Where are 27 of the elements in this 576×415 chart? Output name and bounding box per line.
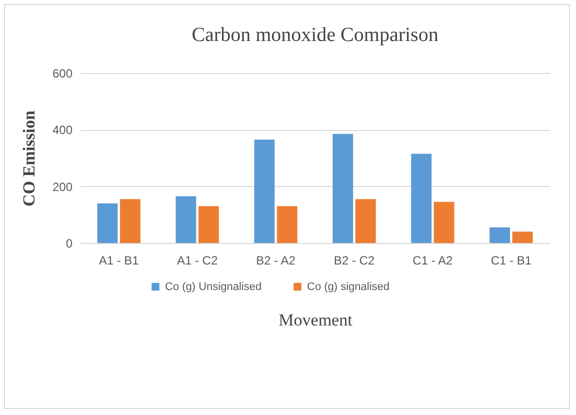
bar: [411, 154, 432, 243]
bar: [198, 206, 219, 243]
bar: [276, 206, 298, 243]
y-tick-label: 400: [52, 123, 73, 138]
bar: [332, 134, 354, 243]
y-tick-label: 600: [52, 66, 73, 80]
x-tick-label: A1 - B1: [98, 254, 140, 268]
bar: [355, 199, 376, 243]
x-tick-label: B2 - A2: [256, 254, 296, 268]
x-axis-title: Movement: [278, 310, 353, 330]
y-axis-title: CO Emission: [19, 110, 38, 206]
bar: [512, 232, 533, 243]
x-tick-label: C1 - A2: [412, 254, 454, 268]
x-tick-label: A1 - C2: [176, 254, 218, 268]
bar: [490, 227, 510, 243]
bar: [120, 199, 140, 243]
y-tick-label: 0: [66, 236, 73, 250]
y-tick-label: 200: [52, 180, 73, 194]
bar: [434, 202, 454, 243]
chart-title: Carbon monoxide Comparison: [192, 24, 438, 46]
x-tick-label: B2 - C2: [334, 254, 375, 268]
bar: [176, 196, 196, 243]
bar: [97, 203, 118, 243]
legend-label: Co (g) Unsignalised: [165, 280, 262, 293]
legend-label: Co (g) signalised: [307, 280, 390, 293]
x-tick-label: C1 - B1: [490, 254, 532, 268]
bar: [254, 140, 275, 243]
